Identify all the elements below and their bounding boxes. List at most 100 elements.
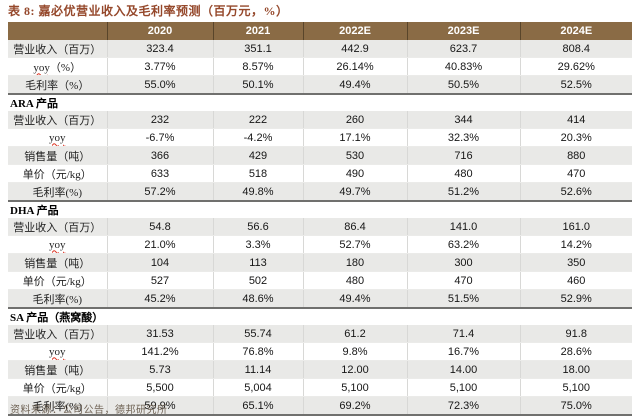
value-cell: 16.7% [406,342,520,361]
label-text: 单价（元/kg） [22,168,92,181]
label-text: 营业收入（百万） [13,221,102,234]
value-cell: 141.2% [106,342,213,361]
value-cell: 51.2% [406,182,520,202]
row-label: yoy [8,128,107,147]
value-cell: 69.2% [302,396,407,416]
row-label: 毛利率(%) [8,396,107,416]
misspelled-text: yoy [49,345,66,358]
value-cell: 18.00 [519,360,632,379]
value-cell: 808.4 [519,40,632,58]
row-label: yoy [8,342,107,361]
value-cell: 414 [519,111,632,129]
table-row: 毛利率(%) 45.2% 48.6% 49.4% 51.5% 52.9% [8,289,632,309]
value-cell: 5,100 [519,378,632,397]
value-cell: 323.4 [106,40,213,58]
misspelled-text: yoy [33,61,50,74]
value-cell: 5.73 [106,360,213,379]
label-text: 单价（元/kg） [22,382,92,395]
value-cell: 633 [106,164,213,183]
value-cell: 56.6 [212,218,303,236]
value-cell: 52.6% [519,182,632,202]
value-cell: 141.0 [406,218,520,236]
value-cell: 161.0 [519,218,632,236]
table-body: 营业收入（百万） 323.4 351.1 442.9 623.7 808.4 yoy（%） 3… [8,40,632,416]
value-cell: 71.4 [406,325,520,343]
value-cell: 490 [302,164,407,183]
row-label: 毛利率(%) [8,289,107,309]
value-cell: 26.14% [302,57,407,76]
value-cell: 31.53 [106,325,213,343]
section-header-row: ARA 产品 [8,93,632,111]
value-cell: 50.5% [406,75,520,95]
value-cell: 55.74 [212,325,303,343]
value-cell: 113 [212,253,303,272]
row-label: 营业收入（百万） [8,111,107,129]
value-cell: 8.57% [212,57,303,76]
value-cell: -6.7% [106,128,213,147]
row-label: 单价（元/kg） [8,271,107,290]
row-label: 毛利率(%) [8,182,107,202]
table-row: yoy 141.2% 76.8% 9.8% 16.7% 28.6% [8,342,632,361]
value-cell: 40.83% [406,57,520,76]
value-cell: 49.7% [302,182,407,202]
label-text: 毛利率(%) [32,186,83,199]
column-header-2020: 2020 [106,22,213,40]
value-cell: 716 [406,146,520,165]
value-cell: 51.5% [406,289,520,309]
value-cell: 59.9% [106,396,213,416]
value-cell: 3.3% [212,235,303,254]
table-row: 营业收入（百万） 323.4 351.1 442.9 623.7 808.4 [8,40,632,58]
source-note: 资料来源：公司公告，德邦研究所 [10,405,168,416]
section-title: SA 产品（燕窝酸） [8,307,632,325]
column-header-blank [8,22,107,40]
value-cell: 518 [212,164,303,183]
value-cell: 91.8 [519,325,632,343]
value-cell: 45.2% [106,289,213,309]
table-row: 单价（元/kg） 527 502 480 470 460 [8,271,632,290]
value-cell: 50.1% [212,75,303,95]
value-cell: -4.2% [212,128,303,147]
value-cell: 344 [406,111,520,129]
row-label: 销售量（吨） [8,360,107,379]
row-label: 营业收入（百万） [8,218,107,236]
column-header-2023E: 2023E [406,22,520,40]
value-cell: 180 [302,253,407,272]
value-cell: 65.1% [212,396,303,416]
table-row: 毛利率(%) 59.9% 65.1% 69.2% 72.3% 75.0% [8,396,632,416]
value-cell: 260 [302,111,407,129]
misspelled-text: yoy [49,238,66,251]
label-text: 毛利率(%) [32,400,83,413]
value-cell: 480 [406,164,520,183]
value-cell: 63.2% [406,235,520,254]
row-label: 单价（元/kg） [8,164,107,183]
value-cell: 5,100 [406,378,520,397]
value-cell: 530 [302,146,407,165]
table-row: 营业收入（百万） 31.53 55.74 61.2 71.4 91.8 [8,325,632,343]
value-cell: 351.1 [212,40,303,58]
value-cell: 470 [519,164,632,183]
value-cell: 57.2% [106,182,213,202]
value-cell: 61.2 [302,325,407,343]
value-cell: 9.8% [302,342,407,361]
value-cell: 21.0% [106,235,213,254]
section-title: DHA 产品 [8,200,632,218]
page-title: 表 8: 嘉必优营业收入及毛利率预测（百万元，%） [8,4,289,18]
row-label: 销售量（吨） [8,253,107,272]
value-cell: 48.6% [212,289,303,309]
section-header-row: DHA 产品 [8,200,632,218]
table-row: 销售量（吨） 366 429 530 716 880 [8,146,632,165]
table-header: 2020 2021 2022E 2023E 2024E [8,22,632,40]
value-cell: 623.7 [406,40,520,58]
value-cell: 5,100 [302,378,407,397]
value-cell: 880 [519,146,632,165]
value-cell: 54.8 [106,218,213,236]
value-cell: 5,500 [106,378,213,397]
label-text: 销售量（吨） [24,364,91,377]
label-text: 销售量（吨） [24,150,91,163]
value-cell: 104 [106,253,213,272]
row-label: 销售量（吨） [8,146,107,165]
value-cell: 366 [106,146,213,165]
table-row: yoy（%） 3.77% 8.57% 26.14% 40.83% 29.62% [8,57,632,76]
table-row: 单价（元/kg） 5,500 5,004 5,100 5,100 5,100 [8,378,632,397]
label-text: 单价（元/kg） [22,275,92,288]
